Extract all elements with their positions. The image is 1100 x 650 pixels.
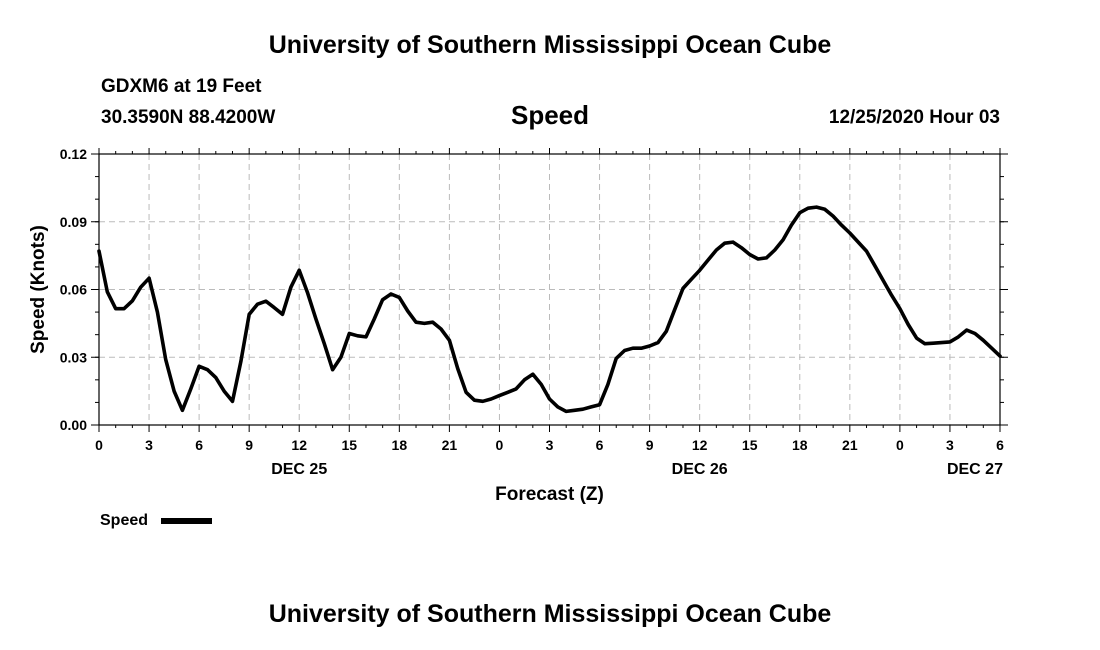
x-axis-title: Forecast (Z) <box>495 484 604 505</box>
station-label: GDXM6 at 19 Feet <box>101 76 262 97</box>
x-tick-label: 18 <box>792 437 808 453</box>
y-tick-label: 0.00 <box>60 417 87 433</box>
x-tick-label: 0 <box>896 437 904 453</box>
date-label: DEC 25 <box>271 461 327 478</box>
date-label: DEC 27 <box>947 461 1003 478</box>
x-tick-label: 15 <box>341 437 357 453</box>
x-tick-label: 18 <box>392 437 408 453</box>
x-tick-label: 0 <box>95 437 103 453</box>
x-tick-label: 15 <box>742 437 758 453</box>
chart-title: Speed <box>510 100 590 130</box>
x-tick-label: 3 <box>946 437 954 453</box>
x-tick-label: 21 <box>442 437 458 453</box>
x-tick-label: 9 <box>245 437 253 453</box>
date-label: DEC 26 <box>672 461 728 478</box>
series-line-speed <box>97 205 1002 414</box>
y-tick-labels: 0.00 0.03 0.06 0.09 0.12 <box>60 146 87 433</box>
y-axis-title: Speed (Knots) <box>28 225 49 354</box>
x-tick-label: 3 <box>546 437 554 453</box>
legend-label: Speed <box>100 512 148 529</box>
x-tick-label: 21 <box>842 437 858 453</box>
x-tick-labels: 0 3 6 9 12 15 18 21 0 3 6 9 12 15 18 21 0 3 6 <box>95 437 1004 453</box>
x-tick-label: 6 <box>195 437 203 453</box>
x-tick-label: 12 <box>692 437 708 453</box>
x-tick-label: 9 <box>646 437 654 453</box>
legend: Speed <box>100 512 212 529</box>
y-tick-label: 0.09 <box>60 214 87 230</box>
x-tick-label: 6 <box>596 437 604 453</box>
grid-lines <box>99 154 1000 425</box>
tick-marks <box>91 148 1008 432</box>
timestamp-label: 12/25/2020 Hour 03 <box>828 107 1000 128</box>
y-tick-label: 0.06 <box>60 282 87 298</box>
y-tick-label: 0.03 <box>60 349 87 365</box>
x-tick-label: 0 <box>496 437 504 453</box>
location-label: 30.3590N 88.4200W <box>101 107 276 128</box>
x-tick-label: 6 <box>996 437 1004 453</box>
y-tick-label: 0.12 <box>60 146 87 162</box>
date-labels: DEC 25 DEC 26 DEC 27 <box>271 461 1003 478</box>
bottom-title: University of Southern Mississippi Ocean… <box>268 600 832 628</box>
x-tick-label: 12 <box>291 437 307 453</box>
x-tick-label: 3 <box>145 437 153 453</box>
top-title: University of Southern Mississippi Ocean… <box>268 31 832 59</box>
